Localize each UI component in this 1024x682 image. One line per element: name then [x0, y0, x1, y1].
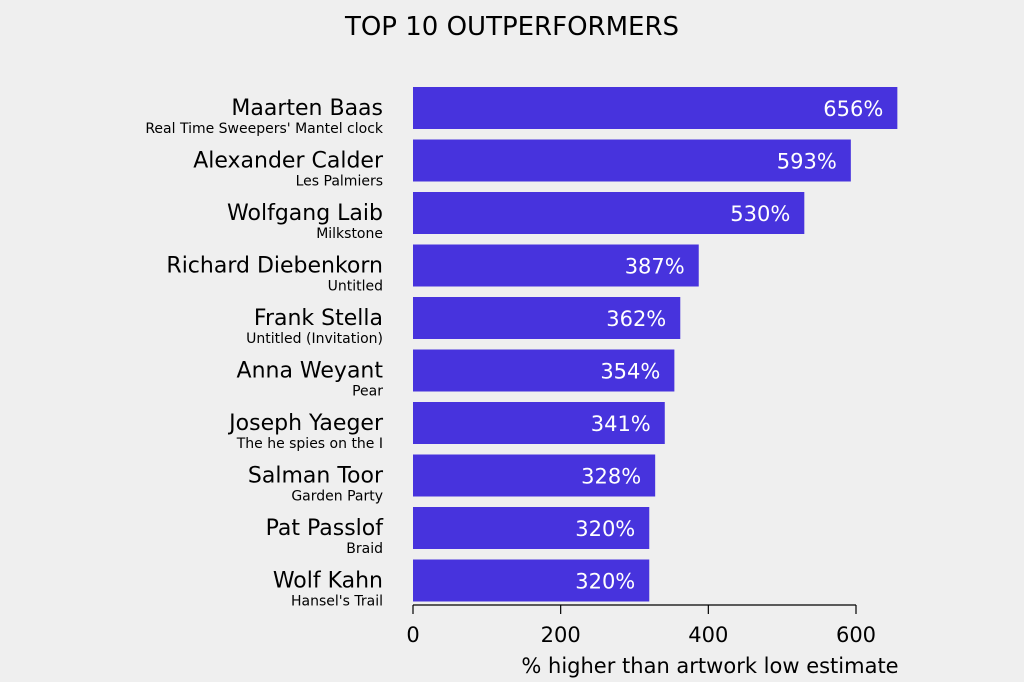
x-tick-label: 600: [836, 623, 876, 647]
value-label: 320%: [575, 517, 635, 541]
artwork-title: Hansel's Trail: [291, 594, 383, 610]
bar: [413, 139, 851, 182]
bar: [413, 454, 656, 497]
x-tick-label: 400: [688, 623, 728, 647]
bar: [413, 244, 699, 287]
artwork-title: Les Palmiers: [296, 174, 383, 190]
value-label: 341%: [591, 412, 651, 436]
value-label: 656%: [823, 97, 883, 121]
artist-name: Joseph Yaeger: [227, 411, 384, 436]
value-label: 362%: [606, 307, 666, 331]
x-axis: 0 200 400 600: [406, 604, 876, 647]
chart-title: TOP 10 OUTPERFORMERS: [344, 12, 679, 42]
bar: [413, 297, 681, 339]
value-label: 387%: [625, 255, 685, 279]
artist-name: Wolfgang Laib: [227, 201, 383, 226]
artwork-title: Braid: [346, 541, 383, 557]
artwork-title: The he spies on the I: [236, 436, 383, 452]
artwork-title: Milkstone: [316, 226, 383, 242]
value-label: 530%: [730, 202, 790, 226]
x-tick-label: 0: [406, 623, 419, 647]
artist-name: Maarten Baas: [231, 96, 383, 121]
artist-name: Wolf Kahn: [273, 569, 383, 594]
artist-name: Salman Toor: [248, 464, 384, 489]
bar: [413, 87, 898, 129]
bar: [413, 559, 650, 602]
artist-name: Alexander Calder: [193, 149, 384, 174]
bars: [413, 87, 898, 602]
artist-name: Frank Stella: [254, 306, 383, 331]
artist-name: Richard Diebenkorn: [166, 254, 383, 279]
value-label: 593%: [777, 150, 837, 174]
x-ticks: 0 200 400 600: [406, 605, 876, 647]
value-label: 354%: [600, 360, 660, 384]
bar: [413, 507, 650, 549]
x-axis-label: % higher than artwork low estimate: [521, 654, 898, 678]
value-label: 320%: [575, 570, 635, 594]
bar: [413, 192, 805, 234]
artwork-title: Untitled: [328, 279, 383, 295]
artwork-title: Untitled (Invitation): [246, 331, 383, 347]
bar: [413, 349, 675, 392]
bar: [413, 402, 665, 444]
value-label: 328%: [581, 465, 641, 489]
artwork-title: Garden Party: [291, 489, 383, 505]
artist-name: Anna Weyant: [237, 359, 384, 384]
artwork-title: Real Time Sweepers' Mantel clock: [145, 121, 384, 137]
artist-name: Pat Passlof: [266, 516, 385, 541]
artwork-title: Pear: [352, 384, 383, 400]
x-tick-label: 200: [541, 623, 581, 647]
value-labels: 656% 593% 530% 387% 362% 354% 341% 328% 320% 320%: [575, 97, 883, 594]
